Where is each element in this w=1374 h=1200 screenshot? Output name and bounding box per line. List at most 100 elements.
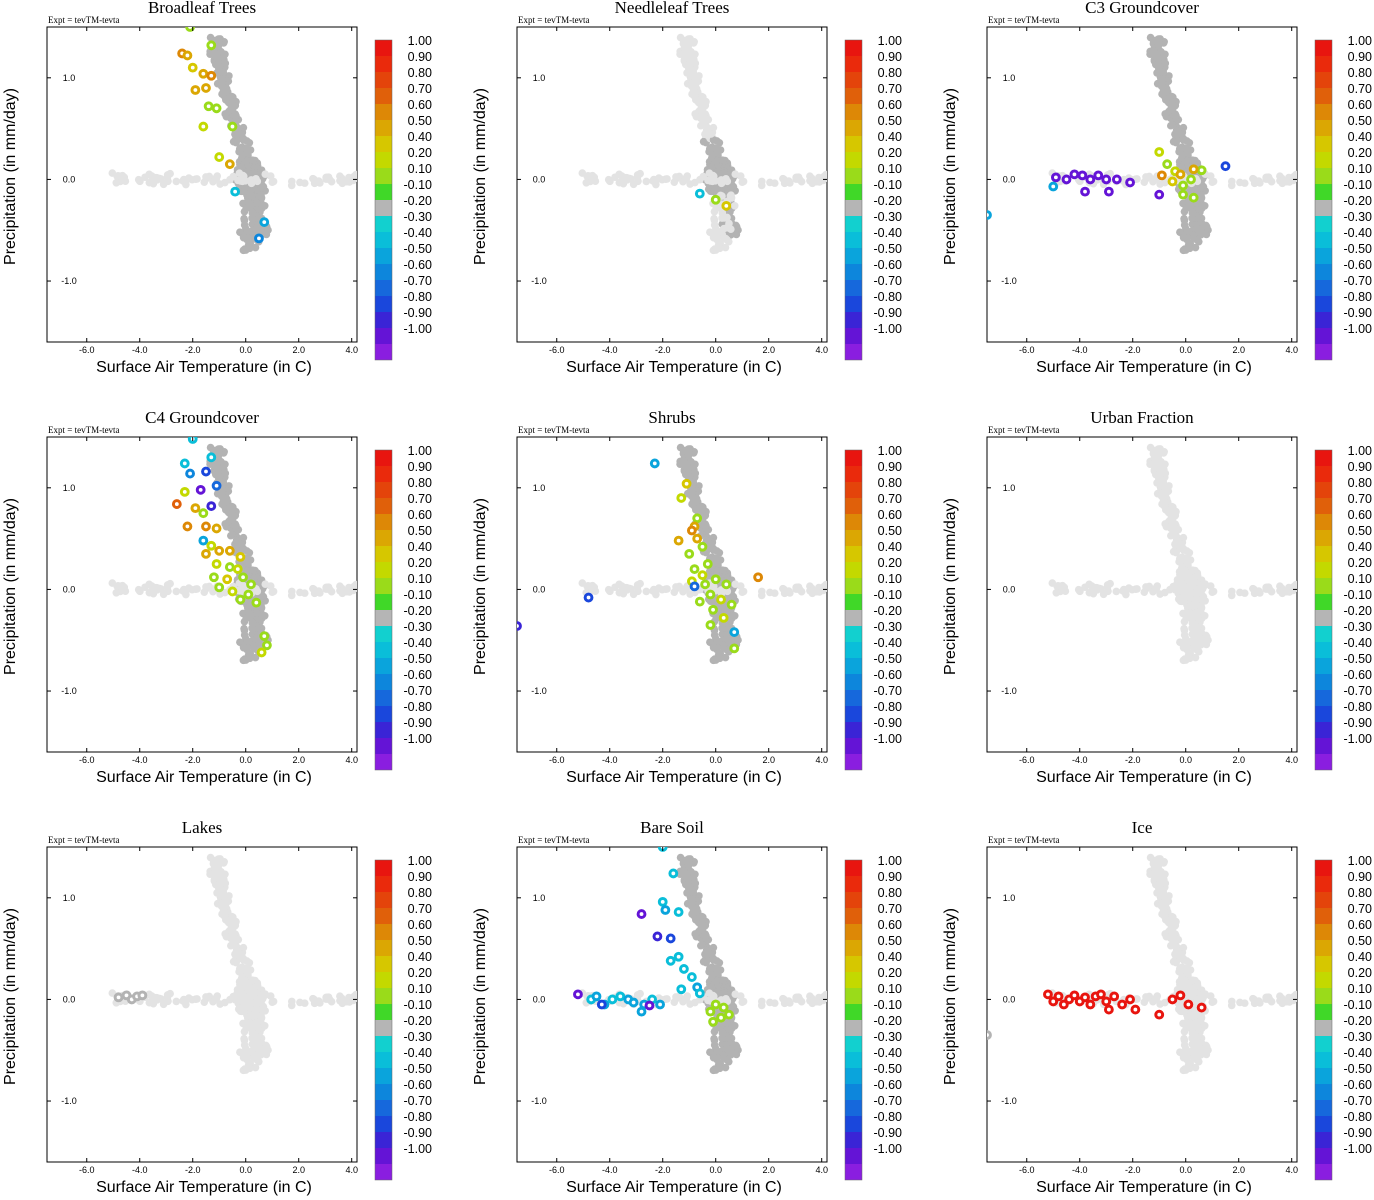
- data-point: [1167, 516, 1176, 525]
- highlight-point: [987, 210, 992, 220]
- data-point: [157, 585, 165, 593]
- data-point: [723, 646, 731, 654]
- colorbar-swatch: [845, 328, 862, 344]
- data-point: [227, 516, 236, 525]
- y-axis-label: Precipitation (in mm/day): [2, 88, 19, 265]
- data-point: [1155, 476, 1163, 485]
- data-point: [712, 656, 720, 664]
- y-tick-label: 1.0: [533, 73, 546, 83]
- x-tick-label: -6.0: [549, 345, 565, 355]
- highlight-point: [209, 572, 219, 583]
- data-point: [694, 77, 703, 86]
- x-tick-label: -2.0: [185, 755, 201, 765]
- expt-label: Expt = tevTM-tevta: [518, 15, 590, 25]
- highlight-point: [211, 103, 222, 114]
- data-point: [1185, 609, 1194, 618]
- highlight-point: [206, 452, 217, 463]
- colorbar-label: -0.30: [404, 210, 433, 224]
- colorbar-swatch: [1315, 690, 1332, 706]
- colorbar-label: -0.50: [404, 242, 433, 256]
- data-point: [766, 178, 774, 187]
- highlight-point: [710, 194, 721, 205]
- highlight-point: [1093, 170, 1104, 181]
- data-point: [691, 96, 700, 104]
- data-point: [702, 126, 711, 135]
- data-point: [709, 136, 718, 144]
- highlight-point: [190, 85, 201, 95]
- data-point: [239, 643, 248, 652]
- colorbar-swatch: [375, 706, 392, 722]
- data-point: [1193, 609, 1201, 617]
- data-point: [149, 589, 158, 598]
- x-tick-label: 4.0: [1285, 345, 1298, 355]
- colorbar-label: -0.80: [1344, 700, 1373, 714]
- data-point: [1180, 626, 1189, 635]
- highlight-point: [262, 640, 272, 651]
- data-point: [245, 548, 254, 557]
- colorbar-label: 1.00: [878, 444, 902, 458]
- colorbar-label: -0.30: [874, 620, 903, 634]
- colorbar-swatch: [375, 562, 392, 578]
- data-point: [221, 59, 230, 68]
- colorbar-label: -0.50: [874, 652, 903, 666]
- data-point: [250, 169, 258, 177]
- expt-label: Expt = tevTM-tevta: [48, 425, 120, 435]
- data-point: [243, 149, 252, 158]
- data-point: [713, 149, 722, 158]
- colorbar-swatch: [1315, 642, 1332, 658]
- data-point: [235, 964, 244, 973]
- highlight-point: [684, 548, 695, 559]
- data-point: [229, 137, 238, 146]
- highlight-point: [694, 596, 705, 607]
- colorbar-label: -0.30: [404, 620, 433, 634]
- data-point: [706, 177, 715, 185]
- colorbar-swatch: [845, 642, 862, 658]
- data-point: [1182, 656, 1190, 664]
- colorbar-label: 0.20: [878, 556, 902, 570]
- data-point: [1161, 588, 1169, 597]
- colorbar-swatch: [1315, 514, 1332, 530]
- colorbar-label: 0.10: [408, 572, 432, 586]
- colorbar-swatch: [1315, 232, 1332, 248]
- highlight-point: [1085, 174, 1096, 185]
- data-point: [1191, 243, 1200, 252]
- data-point: [649, 587, 657, 595]
- colorbar-label: 0.70: [408, 82, 432, 96]
- x-tick-label: 4.0: [1285, 755, 1298, 765]
- data-point: [229, 957, 238, 966]
- data-point: [112, 178, 121, 187]
- data-point: [658, 585, 666, 594]
- highlight-point: [214, 152, 225, 162]
- data-point: [224, 77, 233, 86]
- data-point: [1262, 583, 1270, 592]
- data-point: [200, 588, 209, 596]
- data-point: [240, 626, 249, 635]
- highlight-point: [710, 574, 721, 585]
- data-point: [758, 587, 766, 596]
- data-point: [1236, 178, 1244, 187]
- colorbar-label: -0.10: [874, 588, 903, 602]
- colorbar-label: 0.60: [408, 98, 432, 112]
- colorbar-swatch: [845, 184, 862, 200]
- highlight-point: [1167, 176, 1178, 187]
- data-point: [658, 175, 666, 184]
- colorbar-swatch: [375, 690, 392, 706]
- data-point: [1180, 216, 1189, 225]
- colorbar-label: -0.20: [874, 194, 903, 208]
- highlight-point: [649, 458, 660, 469]
- data-point: [236, 587, 245, 595]
- data-point: [766, 588, 774, 597]
- colorbar-swatch: [845, 706, 862, 722]
- colorbar-swatch: [375, 104, 392, 120]
- highlight-point: [686, 525, 697, 536]
- colorbar-swatch: [1315, 344, 1332, 360]
- data-point: [1169, 547, 1178, 556]
- highlight-point: [1188, 164, 1199, 175]
- data-point: [251, 653, 260, 662]
- highlight-point: [227, 586, 238, 597]
- colorbar-swatch: [375, 738, 392, 754]
- colorbar-swatch: [845, 72, 862, 88]
- data-point: [617, 582, 626, 590]
- data-point: [715, 138, 724, 147]
